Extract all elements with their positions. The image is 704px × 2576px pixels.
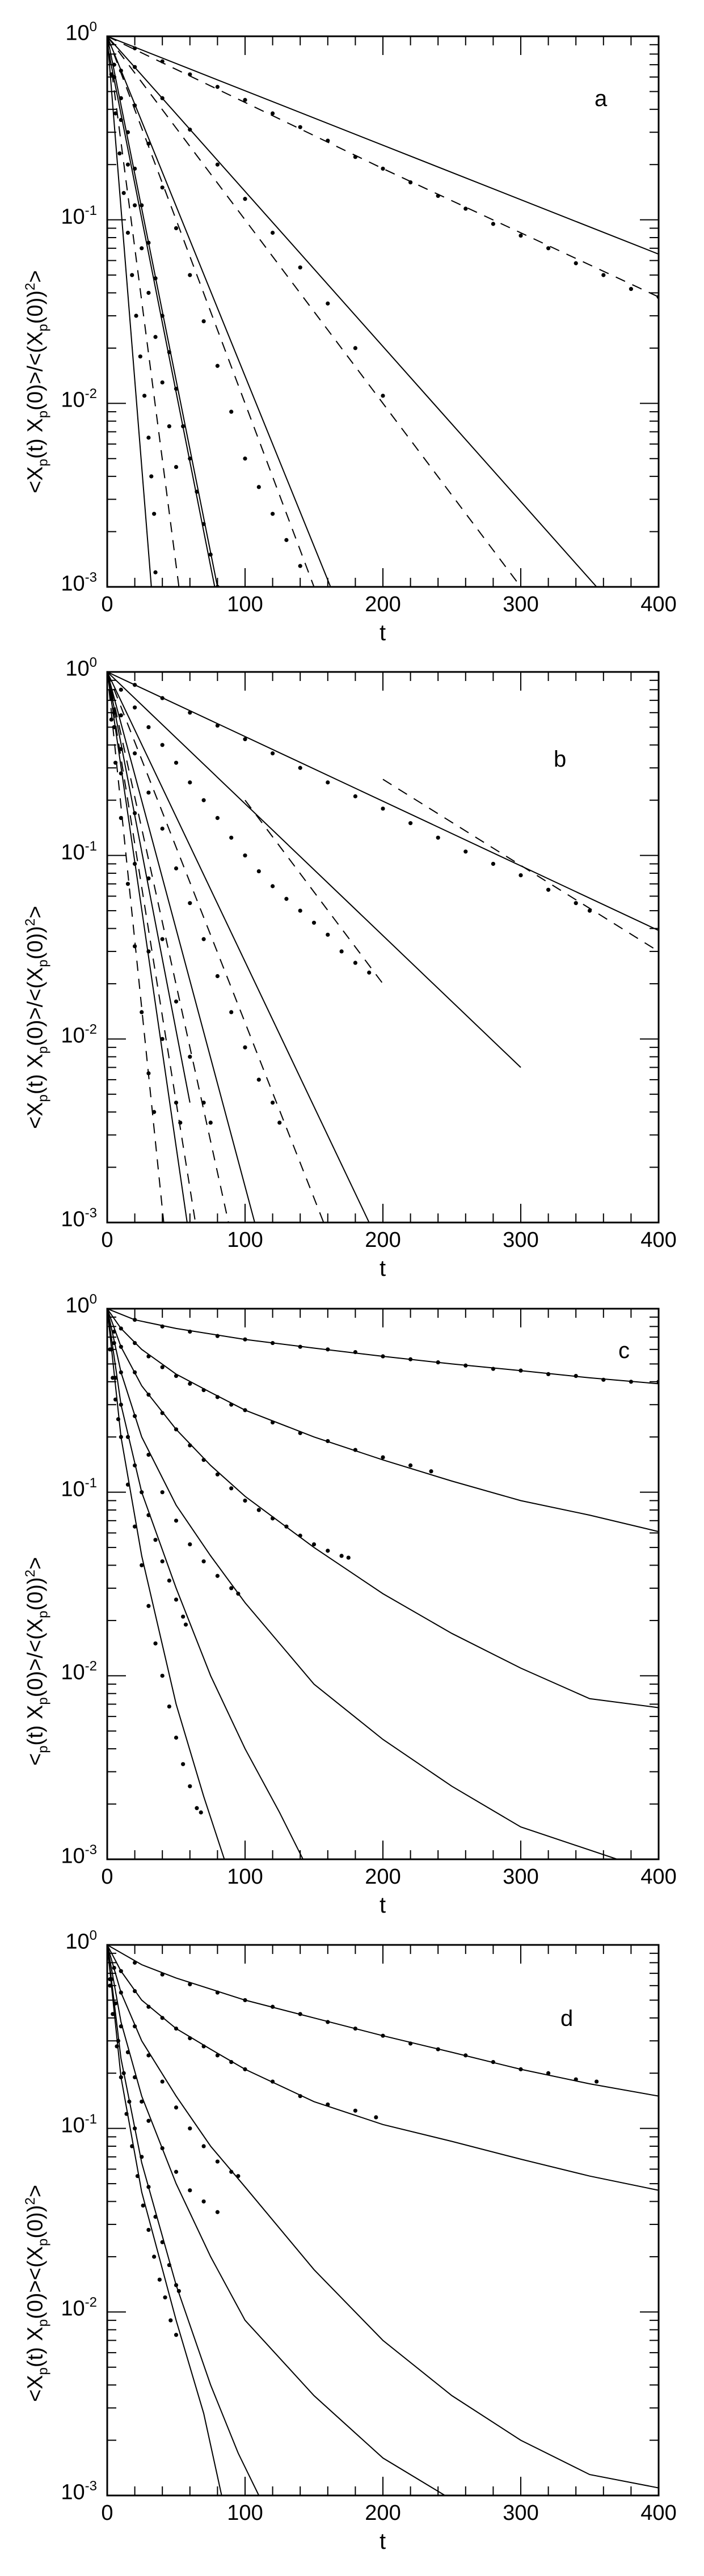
plot-area-a: [106, 35, 660, 588]
panel-tag-d: d: [560, 2006, 574, 2031]
y-axis-label-d: <Xp(t) Xp(0)><(Xp(0))2>: [23, 2185, 51, 2402]
plot-area-d: [106, 1944, 660, 2497]
y-tick-label: 100: [65, 1292, 97, 1318]
x-tick-label: 0: [101, 2501, 113, 2525]
plot-area-c: [106, 1308, 660, 1860]
x-tick-label: 0: [101, 1228, 113, 1252]
x-tick-label: 300: [503, 1228, 539, 1252]
x-tick-label: 400: [640, 1228, 677, 1252]
y-tick-label: 10-2: [61, 2295, 97, 2321]
y-tick-label: 10-3: [61, 570, 97, 596]
x-tick-label: 100: [227, 1228, 263, 1252]
panel-d: <Xp(t) Xp(0)><(Xp(0))2> d t 0 100 200 300 40…: [0, 1909, 704, 2554]
x-axis-label-d: t: [380, 2529, 386, 2554]
x-tick-label: 200: [365, 1865, 401, 1889]
x-tick-label: 200: [365, 2501, 401, 2525]
x-tick-label: 200: [365, 593, 401, 616]
panel-tag-c: c: [618, 1338, 630, 1363]
x-tick-label: 100: [227, 1865, 263, 1889]
y-tick-label: 10-2: [61, 386, 97, 412]
x-tick-label: 400: [640, 1865, 677, 1889]
y-tick-label: 10-1: [61, 1475, 97, 1501]
x-tick-label: 100: [227, 2501, 263, 2525]
x-tick-label: 100: [227, 593, 263, 616]
x-tick-label: 400: [640, 2501, 677, 2525]
y-tick-label: 100: [65, 655, 97, 681]
y-tick-label: 10-1: [61, 838, 97, 865]
x-axis-label-b: t: [380, 1256, 386, 1281]
y-tick-label: 10-3: [61, 1205, 97, 1232]
y-axis-label-a: <Xp(t) Xp(0)>/<(Xp(0))2>: [23, 270, 51, 493]
y-tick-label: 10-2: [61, 1659, 97, 1685]
panel-a: <Xp(t) Xp(0)>/<(Xp(0))2> a t 0 100 200 300 4…: [0, 0, 704, 645]
x-tick-label: 300: [503, 2501, 539, 2525]
y-tick-label: 10-1: [61, 2111, 97, 2138]
y-tick-label: 10-3: [61, 2478, 97, 2505]
x-tick-label: 400: [640, 593, 677, 616]
plot-area-b: [106, 671, 660, 1224]
x-axis-label-a: t: [380, 620, 386, 645]
panel-b: <Xp(t) Xp(0)>/<(Xp(0))2> b t 0 100 200 300 4…: [0, 636, 704, 1281]
x-tick-label: 200: [365, 1228, 401, 1252]
y-tick-label: 10-2: [61, 1022, 97, 1048]
y-tick-label: 100: [65, 19, 97, 45]
x-tick-label: 0: [101, 1865, 113, 1889]
x-axis-label-c: t: [380, 1893, 386, 1918]
panel-tag-a: a: [595, 86, 608, 111]
panel-tag-b: b: [554, 747, 567, 772]
x-tick-label: 300: [503, 593, 539, 616]
y-tick-label: 100: [65, 1928, 97, 1954]
y-axis-label-b: <Xp(t) Xp(0)>/<(Xp(0))2>: [23, 906, 51, 1129]
x-tick-label: 0: [101, 593, 113, 616]
x-tick-label: 300: [503, 1865, 539, 1889]
panel-c: <p(t) Xp(0)>/<(Xp(0))2> c t 0 100 200 300 40…: [0, 1272, 704, 1918]
y-tick-label: 10-3: [61, 1842, 97, 1868]
y-tick-label: 10-1: [61, 202, 97, 229]
